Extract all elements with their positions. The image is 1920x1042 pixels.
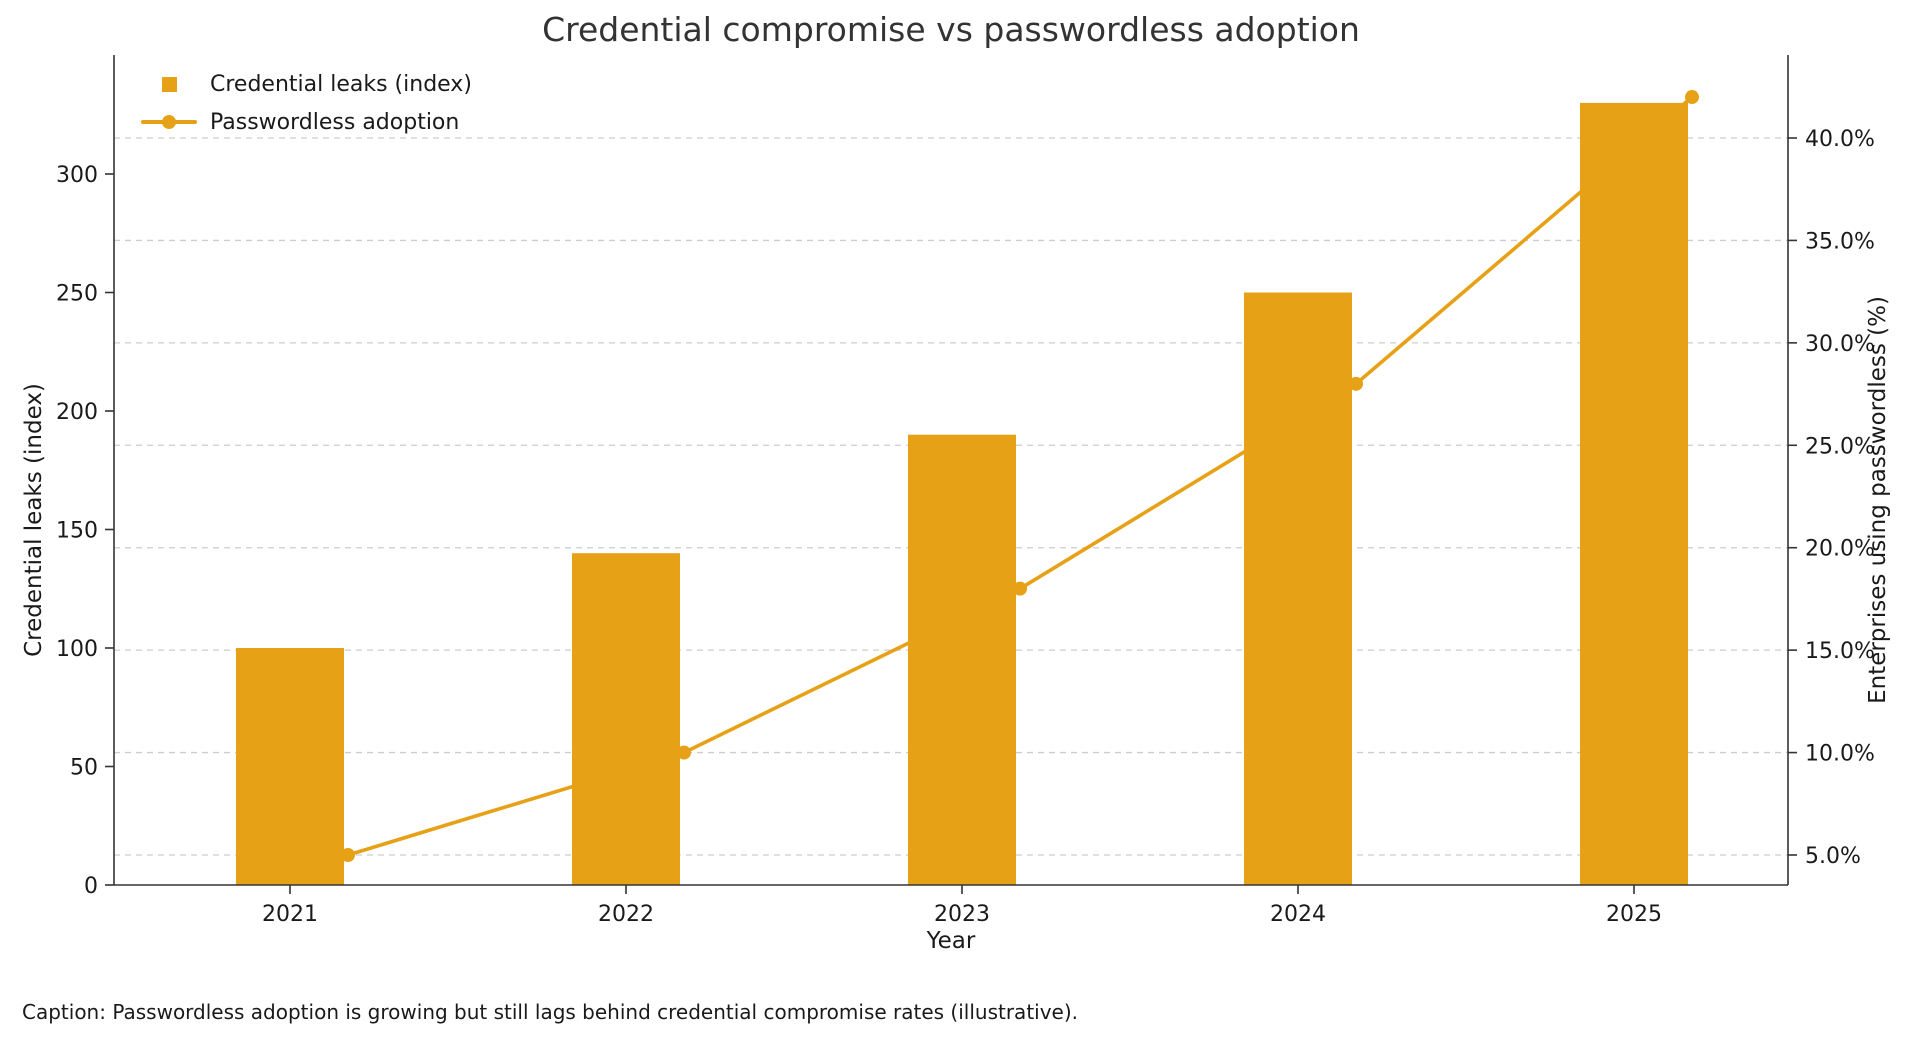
bar-2023 <box>908 434 1016 885</box>
chart-title: Credential compromise vs passwordless ad… <box>542 10 1360 49</box>
x-tick-label: 2025 <box>1606 902 1662 927</box>
bar-2021 <box>236 648 344 885</box>
legend-label: Passwordless adoption <box>210 109 460 135</box>
adoption-marker-2024 <box>1349 376 1363 391</box>
bar-2025 <box>1580 102 1688 885</box>
x-tick-label: 2021 <box>262 902 318 927</box>
right-tick-label: 25.0% <box>1805 434 1875 459</box>
left-tick-label: 300 <box>56 163 98 188</box>
right-tick-label: 35.0% <box>1805 229 1875 254</box>
legend-line-marker <box>138 115 200 129</box>
caption: Caption: Passwordless adoption is growin… <box>22 1000 1079 1024</box>
x-tick-label: 2023 <box>934 902 990 927</box>
left-tick-label: 50 <box>70 756 98 781</box>
adoption-marker-2021 <box>341 848 355 862</box>
left-tick-label: 200 <box>56 400 98 425</box>
right-tick-label: 5.0% <box>1805 844 1861 869</box>
right-tick-label: 40.0% <box>1805 127 1875 152</box>
bar-2024 <box>1244 292 1352 885</box>
left-tick-label: 250 <box>56 282 98 307</box>
left-tick-label: 100 <box>56 637 98 662</box>
legend-square-marker <box>138 76 200 92</box>
adoption-line <box>347 95 1694 857</box>
right-tick-label: 10.0% <box>1805 742 1875 767</box>
adoption-marker-2023 <box>1013 581 1027 596</box>
adoption-marker-2025 <box>1685 90 1699 105</box>
left-tick-label: 150 <box>56 519 98 544</box>
legend-item-line: Passwordless adoption <box>138 108 472 136</box>
x-tick-label: 2024 <box>1270 902 1326 927</box>
adoption-marker-2022 <box>677 745 691 760</box>
right-tick-label: 30.0% <box>1805 332 1875 357</box>
x-axis-label: Year <box>926 928 976 954</box>
legend-label: Credential leaks (index) <box>210 71 472 97</box>
legend-item-bars: Credential leaks (index) <box>138 70 472 98</box>
x-tick-label: 2022 <box>598 902 654 927</box>
right-tick-label: 15.0% <box>1805 639 1875 664</box>
bar-2022 <box>572 553 680 885</box>
legend: Credential leaks (index) Passwordless ad… <box>138 70 472 136</box>
left-tick-label: 0 <box>84 874 98 899</box>
right-tick-label: 20.0% <box>1805 537 1875 562</box>
